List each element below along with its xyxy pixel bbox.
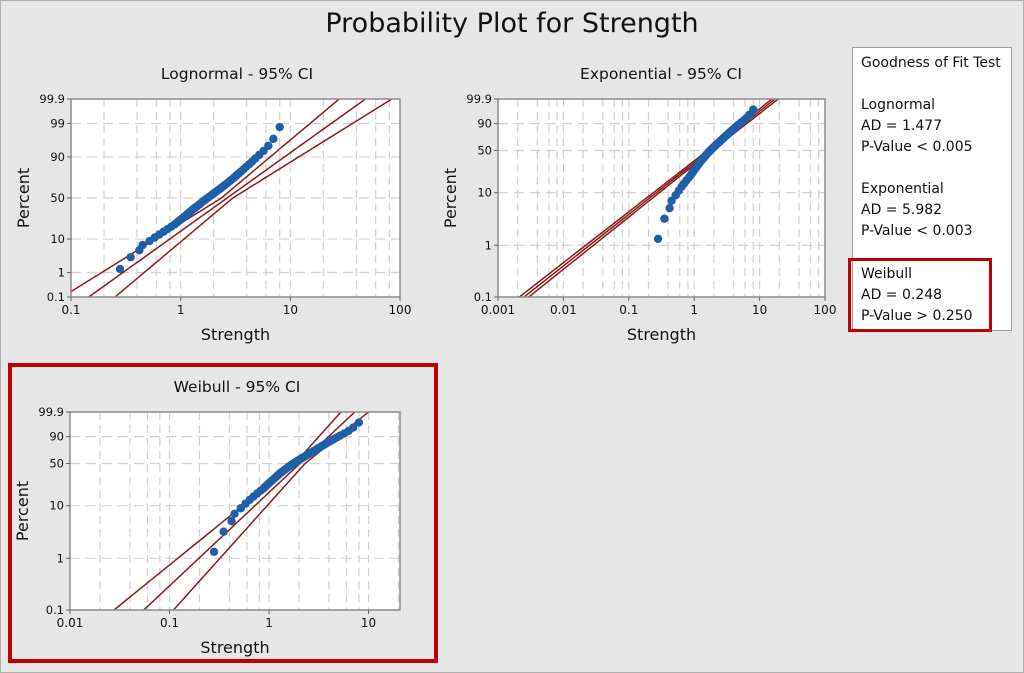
gof-ad: AD = 5.982 — [861, 202, 943, 218]
gof-ad: AD = 1.477 — [861, 118, 943, 134]
y-tick-label: 90 — [50, 150, 65, 164]
panel-exponential: 0.001 0.01 0.1 1 10 100 0.1 1 10 50 90 99.9 Exponent… — [441, 65, 836, 344]
gof-ad: AD = 0.248 — [861, 287, 943, 303]
gof-test-name: Lognormal — [861, 97, 936, 113]
x-tick-label: 100 — [814, 303, 837, 317]
data-point — [269, 134, 278, 144]
fit-line — [87, 99, 367, 297]
plot-area — [498, 99, 825, 297]
x-tick-label: 0.01 — [57, 616, 84, 630]
x-tick-label: 0.001 — [481, 303, 515, 317]
weibull-result-highlight — [848, 258, 992, 332]
x-tick-label: 1 — [690, 303, 698, 317]
y-axis-label: Percent — [13, 481, 32, 541]
data-point — [275, 122, 284, 132]
data-point — [230, 509, 239, 519]
data-point — [749, 105, 758, 114]
goodness-of-fit-box: Goodness of Fit Test Lognormal AD = 1.47… — [852, 47, 1012, 331]
gof-title: Goodness of Fit Test — [861, 55, 1001, 71]
plot-border — [497, 98, 826, 298]
weibull-panel-highlight — [8, 363, 438, 663]
gof-exponential: Exponential AD = 5.982 P-Value < 0.003 — [861, 179, 973, 242]
x-tick-label: 10 — [361, 616, 376, 630]
y-tick-label: 50 — [50, 191, 65, 205]
y-tick-label: 10 — [50, 232, 65, 246]
x-axis-label: Strength — [201, 325, 270, 344]
panel-title: Exponential - 95% CI — [580, 65, 742, 83]
y-tick-label: 0.1 — [474, 290, 492, 304]
gof-pvalue: P-Value < 0.005 — [861, 139, 973, 155]
data-point — [126, 252, 135, 262]
panel-title: Lognormal - 95% CI — [161, 65, 313, 83]
x-tick-label: 0.01 — [550, 303, 577, 317]
y-tick-label: 99.9 — [39, 92, 65, 106]
data-point — [219, 527, 228, 536]
x-tick-label: 10 — [283, 303, 298, 317]
plot-border — [69, 411, 401, 611]
x-tick-label: 10 — [752, 303, 767, 317]
panel-lognormal: 0.1 1 10 100 0.1 1 10 50 90 99 99.9 Lognormal - 95%… — [14, 65, 412, 344]
y-tick-label: 1 — [58, 266, 65, 280]
y-tick-label: 50 — [49, 456, 64, 470]
data-point — [209, 547, 219, 557]
gof-test-name: Exponential — [861, 181, 944, 197]
y-tick-label: 0.1 — [46, 603, 64, 617]
y-axis-label: Percent — [14, 168, 33, 228]
y-tick-label: 10 — [477, 186, 492, 200]
y-tick-label: 99.9 — [466, 92, 492, 106]
data-point — [227, 516, 236, 526]
x-tick-label: 1 — [265, 616, 273, 630]
data-point — [348, 423, 358, 432]
x-tick-label: 100 — [389, 303, 412, 317]
y-tick-label: 50 — [477, 143, 492, 157]
x-tick-label: 1 — [177, 303, 185, 317]
gof-pvalue: P-Value > 0.250 — [861, 308, 973, 324]
data-point — [264, 141, 273, 150]
x-tick-label: 0.1 — [160, 616, 179, 630]
data-point — [665, 203, 674, 213]
gof-lognormal: Lognormal AD = 1.477 P-Value < 0.005 — [861, 95, 973, 158]
panel-title: Weibull - 95% CI — [174, 378, 301, 396]
y-tick-label: 10 — [49, 499, 64, 513]
gof-weibull: Weibull AD = 0.248 P-Value > 0.250 — [861, 264, 973, 327]
y-tick-label: 1 — [485, 238, 492, 252]
data-point — [660, 214, 669, 223]
y-axis-label: Percent — [441, 168, 460, 228]
chart-title: Probability Plot for Strength — [325, 8, 699, 39]
y-tick-label: 99.9 — [38, 405, 64, 419]
data-point — [138, 240, 147, 250]
y-tick-label: 1 — [57, 551, 64, 565]
data-point — [115, 264, 125, 274]
x-tick-label: 0.1 — [619, 303, 638, 317]
y-tick-label: 99 — [50, 116, 65, 130]
x-axis-label: Strength — [200, 638, 269, 657]
ci-lower-line — [113, 99, 394, 297]
data-point — [653, 234, 663, 244]
x-axis-label: Strength — [627, 325, 696, 344]
x-tick-label: 0.1 — [61, 303, 80, 317]
gof-pvalue: P-Value < 0.003 — [861, 223, 973, 239]
y-tick-label: 90 — [477, 117, 492, 131]
gof-test-name: Weibull — [861, 266, 913, 282]
y-tick-label: 90 — [49, 430, 64, 444]
data-point — [354, 418, 364, 427]
y-tick-label: 0.1 — [47, 290, 65, 304]
